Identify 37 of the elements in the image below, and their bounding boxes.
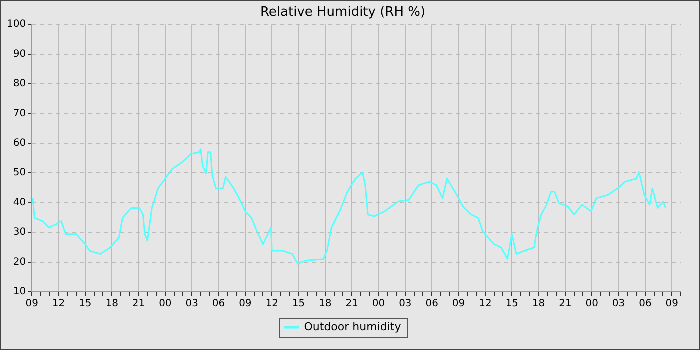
x-tick-label: 12 [479,298,492,310]
x-tick-label: 03 [186,298,198,310]
x-tick-label: 09 [452,298,466,310]
x-tick-label: 12 [52,298,66,310]
y-tick-label: 70 [13,108,26,120]
y-tick-label: 20 [13,256,26,268]
chart-title: Relative Humidity (RH %) [260,5,426,20]
x-tick-label: 12 [266,298,278,310]
x-tick-label: 21 [132,298,146,310]
x-tick-label: 09 [666,298,678,310]
y-tick-label: 80 [13,78,26,90]
x-tick-label: 21 [559,298,572,310]
x-tick-label: 03 [399,298,412,310]
y-tick-label: 90 [13,48,26,60]
x-tick-label: 09 [239,298,252,310]
legend-label: Outdoor humidity [304,320,402,334]
x-tick-label: 09 [26,298,38,310]
x-tick-label: 18 [532,298,546,310]
x-tick-label: 15 [506,298,518,310]
x-tick-label: 03 [612,298,626,310]
x-tick-label: 15 [292,298,306,310]
y-tick-label: 60 [13,138,26,150]
x-tick-label: 15 [79,298,92,310]
x-tick-label: 00 [586,298,598,310]
x-tick-label: 00 [372,298,386,310]
y-tick-label: 50 [13,168,26,179]
x-tick-label: 00 [159,298,172,310]
x-tick-label: 06 [426,298,438,310]
x-tick-label: 21 [346,298,358,310]
y-tick-label: 40 [13,197,26,208]
y-tick-label: 100 [6,19,26,30]
x-tick-label: 18 [106,298,118,310]
x-tick-label: 06 [212,298,226,310]
x-tick-label: 18 [319,298,332,310]
y-tick-label: 30 [13,227,26,238]
y-tick-label: 10 [13,286,26,298]
x-tick-label: 06 [639,298,652,310]
